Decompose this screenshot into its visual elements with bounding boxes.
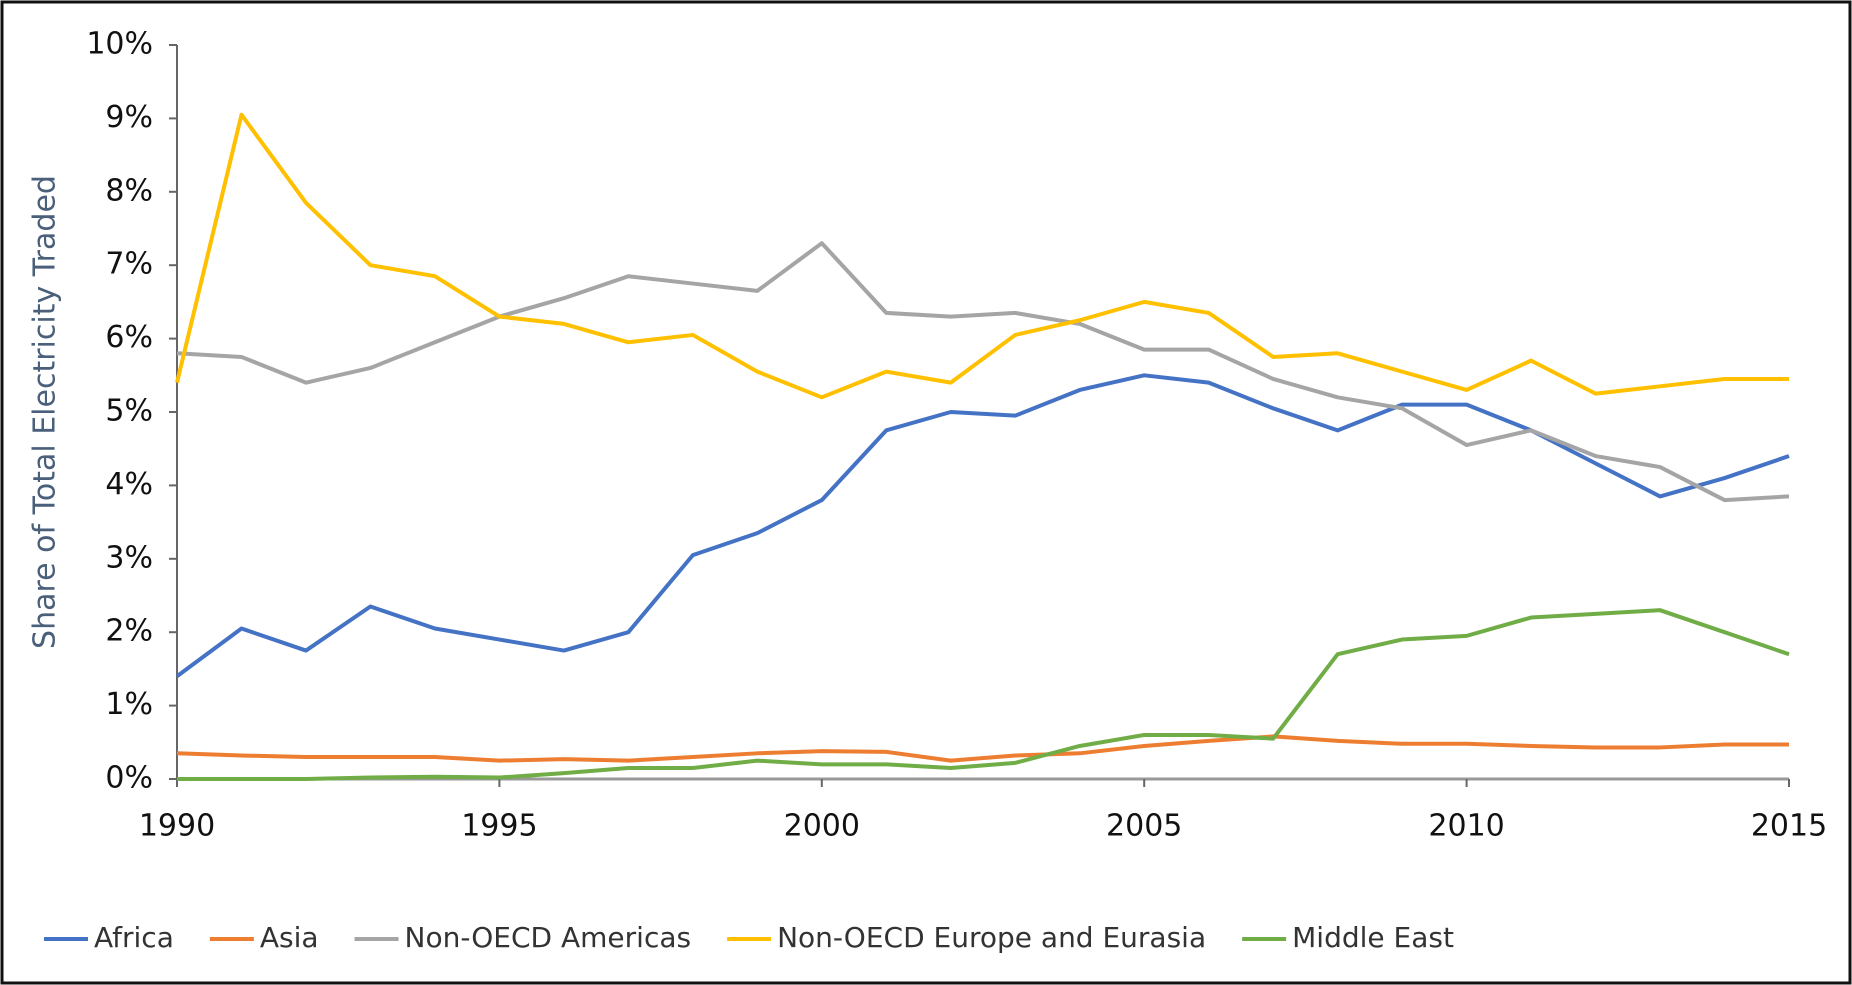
- y-tick-label: 9%: [105, 100, 153, 135]
- series-line: [176, 241, 1790, 503]
- x-tick-label: 2005: [1106, 809, 1182, 844]
- series-line: [176, 734, 1789, 763]
- series-line: [175, 112, 1789, 400]
- legend-label: Middle East: [1292, 921, 1454, 954]
- y-tick-label: 4%: [105, 467, 153, 502]
- y-tick-label: 3%: [105, 540, 153, 575]
- y-tick-label: 6%: [105, 320, 153, 355]
- y-tick-label: 1%: [105, 687, 153, 722]
- x-tick-label: 2015: [1751, 809, 1827, 844]
- series-line: [177, 608, 1790, 781]
- y-tick-label: 0%: [105, 761, 153, 796]
- x-tick-label: 1990: [139, 809, 215, 844]
- legend-label: Non-OECD Americas: [405, 921, 692, 954]
- y-tick-label: 8%: [105, 173, 153, 208]
- y-tick-label: 2%: [105, 614, 153, 649]
- x-tick-label: 1995: [461, 809, 537, 844]
- series-line: [175, 373, 1790, 678]
- legend-label: Africa: [94, 921, 174, 954]
- legend-label: Non-OECD Europe and Eurasia: [777, 921, 1206, 954]
- y-tick-label: 10%: [86, 27, 153, 62]
- legend-label: Asia: [260, 921, 319, 954]
- y-tick-label: 5%: [105, 394, 153, 429]
- x-tick-label: 2000: [784, 809, 860, 844]
- x-tick-label: 2010: [1428, 809, 1504, 844]
- y-axis-title: Share of Total Electricity Traded: [28, 175, 63, 649]
- y-tick-label: 7%: [105, 247, 153, 282]
